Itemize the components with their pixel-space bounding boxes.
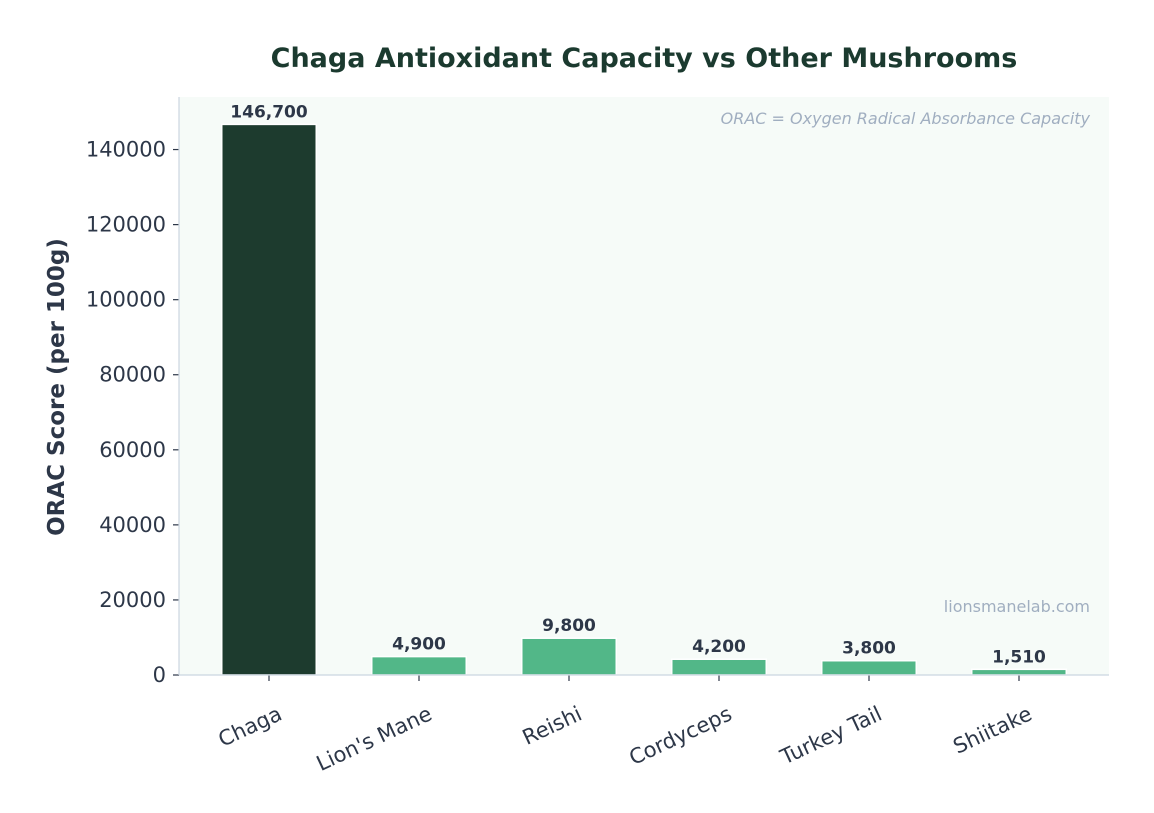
bar-lion-s-mane [371, 655, 467, 676]
y-tick-label: 140000 [86, 138, 166, 162]
y-tick-label: 100000 [86, 288, 166, 312]
data-label: 1,510 [992, 647, 1046, 667]
data-label: 4,900 [392, 635, 446, 655]
x-tick-label: Turkey Tail [776, 702, 886, 770]
y-tick-label: 60000 [99, 438, 166, 462]
bar-reishi [521, 637, 617, 676]
x-tick-label: Shiitake [949, 702, 1035, 759]
bar-chaga [221, 123, 317, 676]
data-label: 3,800 [842, 639, 896, 659]
data-label: 9,800 [542, 616, 596, 636]
bar-shiitake [971, 668, 1067, 676]
y-tick-label: 40000 [99, 513, 166, 537]
bar-cordyceps [671, 658, 767, 676]
x-tick-label: Chaga [215, 702, 286, 752]
y-axis-label: ORAC Score (per 100g) [44, 238, 70, 536]
x-tick-label: Reishi [519, 702, 586, 750]
y-tick-label: 120000 [86, 213, 166, 237]
y-tick-label: 20000 [99, 588, 166, 612]
x-tick-label: Cordyceps [625, 702, 735, 770]
data-label: 4,200 [692, 637, 746, 657]
plot-background [179, 97, 1109, 675]
annotation: ORAC = Oxygen Radical Absorbance Capacit… [721, 109, 1091, 128]
chart-title: Chaga Antioxidant Capacity vs Other Mush… [271, 43, 1018, 74]
watermark: lionsmanelab.com [944, 597, 1090, 616]
data-label: 146,700 [230, 102, 308, 122]
y-tick-label: 80000 [99, 363, 166, 387]
bar-turkey-tail [821, 659, 917, 676]
x-tick-label: Lion's Mane [313, 702, 436, 776]
y-tick-label: 0 [153, 663, 166, 687]
